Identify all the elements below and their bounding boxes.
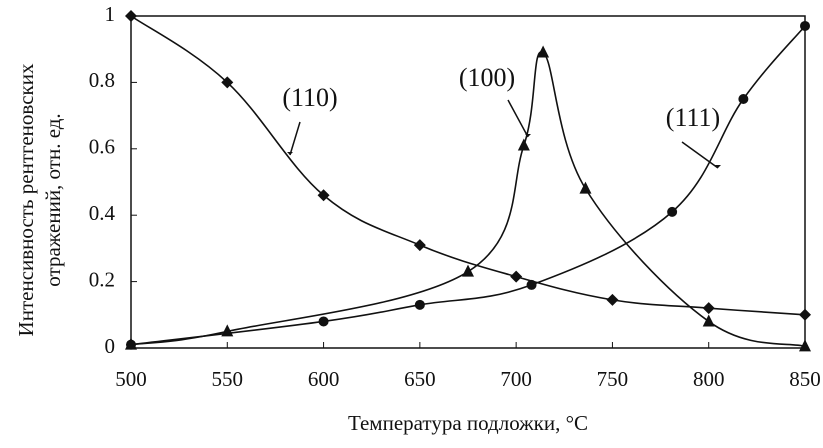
- leader-arrow: [525, 134, 531, 137]
- marker-triangle: [579, 181, 592, 194]
- marker-circle: [126, 339, 136, 350]
- leader-line: [289, 121, 301, 156]
- marker-diamond: [413, 239, 426, 252]
- marker-triangle: [799, 339, 811, 352]
- y-tick-label: 1: [105, 2, 116, 26]
- y-tick-label: 0.6: [89, 135, 115, 159]
- marker-diamond: [702, 302, 715, 315]
- leader-arrow: [287, 152, 293, 155]
- y-tick-label: 0.4: [89, 201, 116, 225]
- marker-diamond: [125, 10, 137, 22]
- series-line: [130, 51, 806, 348]
- marker-circle: [526, 279, 537, 290]
- y-tick-label: 0: [105, 334, 116, 358]
- marker-triangle: [702, 314, 715, 327]
- marker-circle: [800, 20, 810, 31]
- plot-frame: [130, 15, 806, 349]
- series-label: (111): [666, 103, 720, 132]
- marker-circle: [318, 316, 329, 327]
- marker-diamond: [510, 270, 523, 283]
- marker-diamond: [606, 293, 619, 306]
- y-tick-label: 0.8: [89, 68, 115, 92]
- x-tick-label: 550: [212, 367, 244, 391]
- y-tick-label: 0.2: [89, 267, 115, 291]
- x-tick-label: 600: [308, 367, 340, 391]
- x-tick-label: 500: [115, 367, 147, 391]
- x-tick-label: 700: [500, 367, 532, 391]
- leader-line: [681, 141, 719, 169]
- y-axis-label: Интенсивность рентгеновских: [14, 63, 38, 336]
- marker-triangle: [462, 264, 474, 277]
- x-axis-label: Температура подложки, °C: [348, 411, 588, 435]
- x-tick-label: 850: [789, 367, 821, 391]
- series-label: (100): [459, 63, 515, 92]
- x-tick-label: 750: [597, 367, 629, 391]
- marker-circle: [414, 299, 425, 310]
- x-tick-label: 650: [404, 367, 436, 391]
- x-tick-label: 800: [693, 367, 725, 391]
- marker-circle: [667, 206, 678, 217]
- marker-diamond: [799, 308, 811, 321]
- marker-diamond: [317, 189, 330, 202]
- marker-circle: [738, 94, 749, 104]
- leader-arrow: [715, 165, 721, 168]
- marker-triangle: [517, 138, 530, 151]
- marker-diamond: [221, 76, 234, 89]
- leader-line: [507, 99, 529, 138]
- y-axis-label: отражений, отн. ед.: [41, 113, 65, 286]
- series-label: (110): [282, 83, 337, 112]
- marker-triangle: [537, 45, 550, 58]
